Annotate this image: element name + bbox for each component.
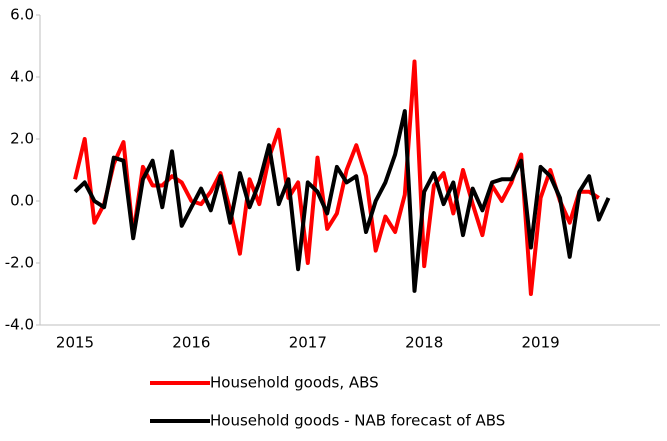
x-tick-label: 2019 (522, 334, 560, 352)
y-tick-label: -4.0 (5, 316, 34, 334)
legend-label: Household goods - NAB forecast of ABS (210, 412, 505, 430)
x-tick-label: 2017 (289, 334, 327, 352)
series-line (73, 109, 611, 293)
y-tick-label: 2.0 (10, 130, 34, 148)
y-tick-label: -2.0 (5, 254, 34, 272)
series-line (73, 59, 600, 296)
x-tick-label: 2018 (405, 334, 443, 352)
x-tick-label: 2015 (56, 334, 94, 352)
y-tick-label: 4.0 (10, 68, 34, 86)
y-tick-label: 6.0 (10, 6, 34, 24)
y-tick-label: 0.0 (10, 192, 34, 210)
legend-label: Household goods, ABS (210, 374, 379, 392)
x-tick-label: 2016 (172, 334, 210, 352)
